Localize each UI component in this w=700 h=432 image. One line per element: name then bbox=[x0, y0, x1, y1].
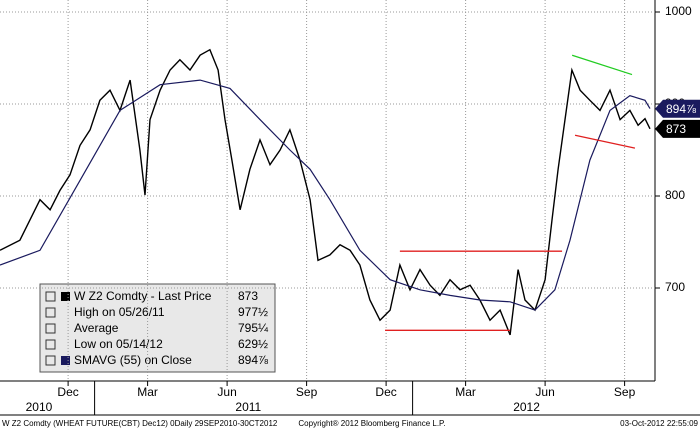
x-tick-label: Sep bbox=[614, 385, 636, 399]
legend-label: W Z2 Comdty - Last Price bbox=[74, 289, 212, 303]
legend-value: 977½ bbox=[238, 305, 268, 319]
legend-label: Low on 05/14/12 bbox=[74, 337, 163, 351]
y-tick-label: 800 bbox=[665, 188, 685, 202]
legend-value: 629½ bbox=[238, 337, 268, 351]
trendline bbox=[571, 54, 633, 76]
legend-label: Average bbox=[74, 321, 119, 335]
x-tick-label: Jun bbox=[217, 385, 236, 399]
x-tick-label: Jun bbox=[535, 385, 554, 399]
footer-center: Copyright® 2012 Bloomberg Finance L.P. bbox=[298, 419, 445, 428]
price-tag-label: 894⅞ bbox=[666, 102, 697, 116]
legend-value: 873 bbox=[238, 289, 258, 303]
series-line bbox=[0, 48, 651, 336]
x-tick-label: Mar bbox=[455, 385, 476, 399]
legend-label: High on 05/26/11 bbox=[74, 305, 165, 319]
footer-left: W Z2 Comdty (WHEAT FUTURE(CBT) Dec12) 0D… bbox=[2, 419, 278, 428]
footer-right: 03-Oct-2012 22:55:09 bbox=[620, 419, 698, 428]
legend-swatch bbox=[61, 292, 70, 301]
year-label: 2011 bbox=[235, 400, 261, 414]
x-tick-label: Sep bbox=[296, 385, 318, 399]
legend-box bbox=[39, 283, 276, 373]
legend-icon bbox=[45, 355, 56, 366]
year-label: 2012 bbox=[513, 400, 540, 414]
y-tick-label: 1000 bbox=[665, 4, 692, 18]
legend-icon bbox=[45, 339, 56, 350]
x-tick-label: Mar bbox=[137, 385, 158, 399]
legend-value: 894⅞ bbox=[238, 353, 269, 367]
x-tick-label: Dec bbox=[57, 385, 78, 399]
legend-icon bbox=[45, 323, 56, 334]
series-line bbox=[0, 79, 651, 311]
legend-icon bbox=[45, 307, 56, 318]
legend-label: SMAVG (55) on Close bbox=[74, 353, 192, 367]
price-tag bbox=[655, 99, 700, 118]
y-tick-label: 700 bbox=[665, 280, 685, 294]
x-tick-label: Dec bbox=[375, 385, 396, 399]
legend-value: 795¼ bbox=[238, 321, 269, 335]
legend-swatch bbox=[61, 356, 70, 365]
legend: W Z2 Comdty - Last Price 873 High on 05/26… bbox=[39, 283, 276, 373]
price-tag-label: 873 bbox=[666, 122, 686, 136]
legend-icon bbox=[45, 291, 56, 302]
price-tag bbox=[655, 119, 700, 138]
trendline bbox=[574, 134, 636, 149]
year-label: 2010 bbox=[26, 400, 53, 414]
